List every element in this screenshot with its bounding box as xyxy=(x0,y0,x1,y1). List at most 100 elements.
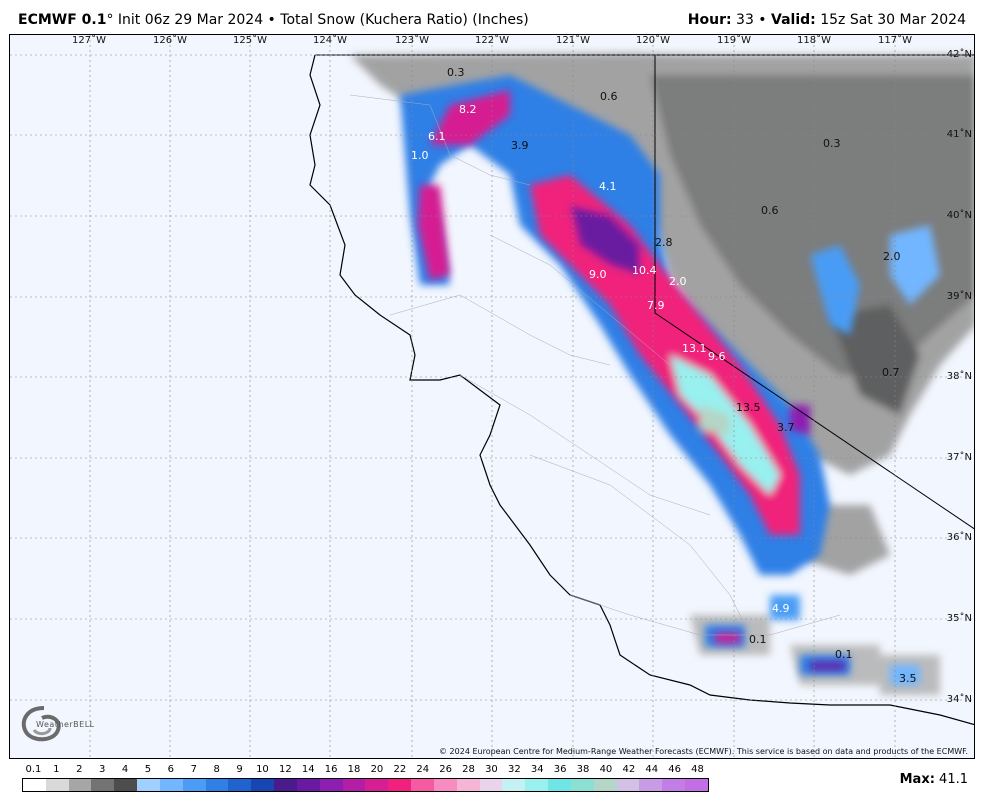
legend-swatch xyxy=(137,779,160,791)
amount-label: 2.0 xyxy=(669,275,687,288)
amount-label: 0.3 xyxy=(447,66,465,79)
map-graphic xyxy=(10,35,974,758)
legend-swatch xyxy=(548,779,571,791)
copyright: © 2024 European Centre for Medium-Range … xyxy=(439,747,968,756)
logo-text: WeatherBELL xyxy=(36,720,95,729)
lon-label: 127˚W xyxy=(72,35,106,46)
legend-label: 32 xyxy=(507,764,521,775)
legend-swatch xyxy=(662,779,686,791)
lon-label: 123˚W xyxy=(395,35,429,46)
model-name: ECMWF 0.1 xyxy=(18,12,107,28)
init-time: Init 06z 29 Mar 2024 xyxy=(113,12,264,28)
legend-swatch xyxy=(182,779,206,791)
lon-label: 124˚W xyxy=(313,35,347,46)
amount-label: 3.9 xyxy=(511,139,529,152)
lon-label: 121˚W xyxy=(556,35,590,46)
product-name: Total Snow (Kuchera Ratio) (Inches) xyxy=(280,12,529,28)
legend-label: 5 xyxy=(144,764,152,775)
map-title: ECMWF 0.1° Init 06z 29 Mar 2024 • Total … xyxy=(18,12,529,28)
amount-label: 4.1 xyxy=(599,180,617,193)
legend-swatch xyxy=(296,779,320,791)
legend-label: 8 xyxy=(213,764,220,775)
legend-swatch xyxy=(433,779,457,791)
lon-label: 119˚W xyxy=(717,35,751,46)
lon-label: 118˚W xyxy=(797,35,831,46)
legend-swatch xyxy=(570,779,594,791)
amount-label: 2.0 xyxy=(883,250,901,263)
lat-label: 42˚N xyxy=(946,49,972,60)
legend-label: 24 xyxy=(416,764,430,775)
legend-label: 26 xyxy=(439,764,453,775)
amount-label: 2.8 xyxy=(655,236,673,249)
legend-swatch xyxy=(68,779,92,791)
amount-label: 3.5 xyxy=(899,672,917,685)
hour-value: 33 xyxy=(731,12,754,28)
amount-label: 0.1 xyxy=(749,633,767,646)
amount-label: 9.6 xyxy=(708,350,726,363)
legend-swatch xyxy=(251,779,275,791)
legend-swatch xyxy=(159,779,183,791)
graticule xyxy=(10,35,974,758)
legend-label: 16 xyxy=(324,764,338,775)
legend-swatch xyxy=(639,779,663,791)
snow-map: 127˚W 126˚W 125˚W 124˚W 123˚W 122˚W 121˚… xyxy=(9,34,975,759)
forecast-time: Hour: 33 • Valid: 15z Sat 30 Mar 2024 xyxy=(688,12,966,28)
legend-swatch xyxy=(456,779,480,791)
legend-label: 46 xyxy=(668,764,682,775)
amount-label: 10.4 xyxy=(632,264,657,277)
amount-label: 0.6 xyxy=(600,90,618,103)
valid-label: Valid: xyxy=(771,12,816,28)
legend-swatch xyxy=(365,779,389,791)
lat-label: 41˚N xyxy=(946,129,972,140)
amount-label: 13.1 xyxy=(682,342,707,355)
lat-label: 35˚N xyxy=(946,613,972,624)
legend-label: 28 xyxy=(462,764,475,775)
legend-label: 3 xyxy=(98,764,106,775)
max-number: 41.1 xyxy=(934,772,968,787)
legend: 0.1 1 2 3 4 5 6 7 8 9 10 12 14 16 18 20 22 24 26 28 30 32 34 36… xyxy=(22,764,709,794)
valid-value: 15z Sat 30 Mar 2024 xyxy=(815,12,966,28)
amount-label: 8.2 xyxy=(459,103,477,116)
lat-label: 34˚N xyxy=(946,694,972,705)
amount-label: 0.3 xyxy=(823,137,841,150)
max-value: Max: 41.1 xyxy=(900,772,968,787)
legend-label: 0.1 xyxy=(25,764,42,775)
legend-swatch xyxy=(228,779,252,791)
amount-label: 0.6 xyxy=(761,204,779,217)
swirl-icon xyxy=(21,706,61,742)
amount-label: 6.1 xyxy=(428,130,446,143)
legend-label: 20 xyxy=(370,764,384,775)
legend-label: 22 xyxy=(393,764,407,775)
legend-label: 9 xyxy=(236,764,243,775)
amount-label: 7.9 xyxy=(647,299,665,312)
title-separator: • xyxy=(263,12,281,28)
nevada-border xyxy=(654,55,974,530)
light-snow-area xyxy=(350,53,974,695)
county-lines xyxy=(349,94,841,636)
legend-swatch xyxy=(685,779,708,791)
legend-swatch xyxy=(205,779,229,791)
weatherbell-logo: WeatherBELL xyxy=(14,700,104,748)
legend-swatch xyxy=(23,779,46,791)
lon-label: 122˚W xyxy=(475,35,509,46)
legend-label: 40 xyxy=(599,764,613,775)
legend-swatch xyxy=(411,779,434,791)
legend-label: 44 xyxy=(645,764,659,775)
legend-swatch xyxy=(319,779,343,791)
legend-label: 34 xyxy=(530,764,544,775)
legend-color-bar xyxy=(22,778,709,792)
degree-symbol: ° xyxy=(106,12,114,28)
amount-label: 13.5 xyxy=(736,401,761,414)
legend-swatch xyxy=(45,779,69,791)
lat-label: 39˚N xyxy=(946,291,972,302)
legend-swatch xyxy=(342,779,366,791)
legend-label: 1 xyxy=(53,764,60,775)
legend-label: 36 xyxy=(553,764,567,775)
hour-label: Hour: xyxy=(687,12,732,28)
lon-label: 126˚W xyxy=(153,35,187,46)
legend-swatch xyxy=(525,779,549,791)
legend-label: 10 xyxy=(256,764,269,775)
legend-label: 30 xyxy=(485,764,498,775)
legend-label: 2 xyxy=(76,764,83,775)
legend-swatch xyxy=(479,779,503,791)
